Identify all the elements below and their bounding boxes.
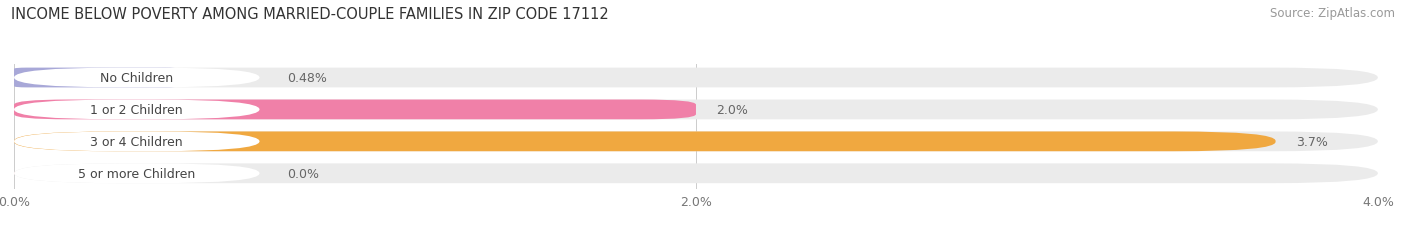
FancyBboxPatch shape: [14, 132, 1275, 152]
FancyBboxPatch shape: [14, 100, 1378, 120]
FancyBboxPatch shape: [14, 132, 1378, 152]
Text: 3.7%: 3.7%: [1296, 135, 1327, 148]
Text: 0.0%: 0.0%: [287, 167, 319, 180]
Text: 0.48%: 0.48%: [287, 72, 326, 85]
Text: 3 or 4 Children: 3 or 4 Children: [90, 135, 183, 148]
Text: Source: ZipAtlas.com: Source: ZipAtlas.com: [1270, 7, 1395, 20]
Text: 5 or more Children: 5 or more Children: [79, 167, 195, 180]
Text: No Children: No Children: [100, 72, 173, 85]
Text: INCOME BELOW POVERTY AMONG MARRIED-COUPLE FAMILIES IN ZIP CODE 17112: INCOME BELOW POVERTY AMONG MARRIED-COUPL…: [11, 7, 609, 22]
FancyBboxPatch shape: [14, 100, 260, 120]
FancyBboxPatch shape: [14, 164, 260, 183]
FancyBboxPatch shape: [14, 100, 696, 120]
FancyBboxPatch shape: [14, 164, 1378, 183]
Text: 1 or 2 Children: 1 or 2 Children: [90, 103, 183, 116]
Text: 2.0%: 2.0%: [717, 103, 748, 116]
FancyBboxPatch shape: [14, 68, 1378, 88]
FancyBboxPatch shape: [14, 68, 177, 88]
FancyBboxPatch shape: [14, 68, 260, 88]
FancyBboxPatch shape: [14, 169, 93, 179]
FancyBboxPatch shape: [14, 132, 260, 152]
